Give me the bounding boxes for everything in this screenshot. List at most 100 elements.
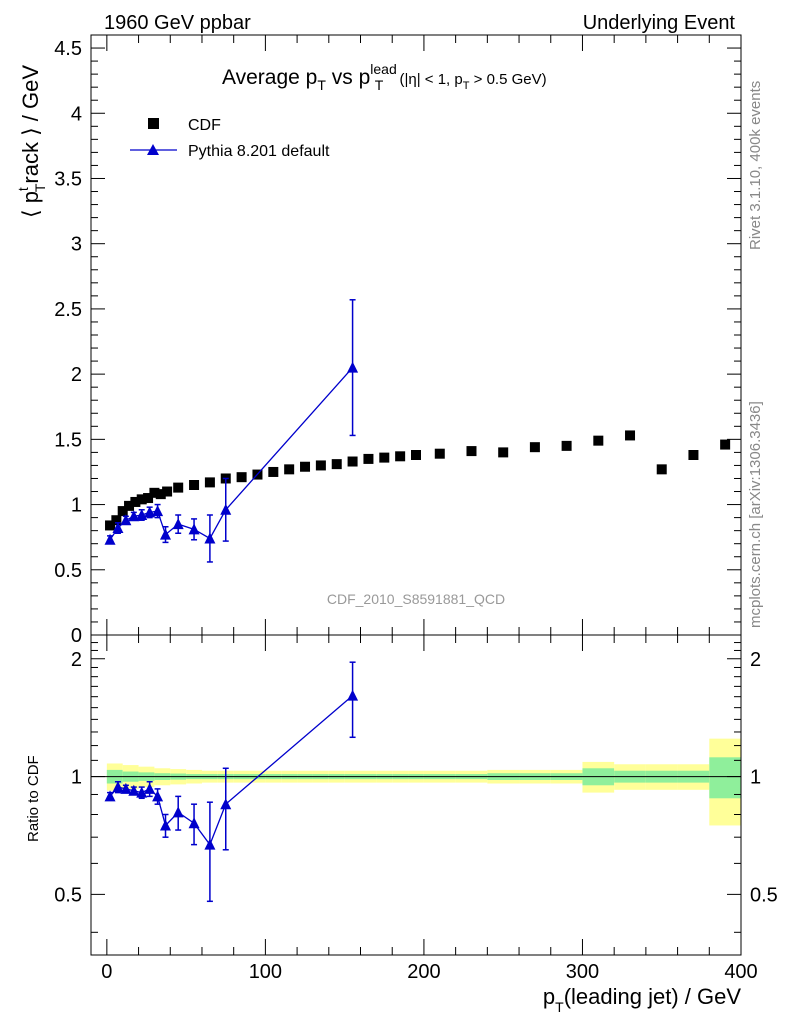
cdf-point (411, 450, 421, 460)
pythia-series (104, 299, 359, 563)
ratio-pythia-point (120, 782, 132, 794)
ylabel-a: ⟨ p (18, 191, 43, 218)
pythia-point (204, 532, 216, 544)
cdf-point (268, 466, 279, 477)
main-ytick-label: 2.5 (54, 299, 82, 321)
legend-cdf-label: CDF (188, 117, 221, 134)
cdf-point (625, 430, 636, 441)
cdf-point (204, 477, 215, 488)
legend-cdf-marker (148, 118, 159, 129)
xlabel-a: p (543, 984, 555, 1009)
title-sup: lead (370, 61, 396, 77)
ratio-pythia-point (204, 838, 216, 850)
pythia-point (160, 528, 172, 540)
ratio-ylabel: Ratio to CDF (25, 755, 42, 842)
ratio-pythia-point (144, 782, 156, 794)
cdf-point (379, 452, 390, 463)
main-panel: 00.511.522.533.544.5 Average pT vs plead… (15, 34, 742, 647)
ratio-ytick-label-left: 1 (71, 767, 82, 789)
cdf-point (688, 450, 699, 460)
cdf-point (136, 494, 147, 505)
pythia-point (220, 503, 232, 515)
pythia-point (112, 522, 124, 534)
main-ytick-label: 4.5 (54, 38, 82, 60)
cdf-point (143, 493, 154, 504)
cdf-point (130, 496, 141, 507)
main-ytick-label: 1 (71, 495, 82, 517)
pythia-point (144, 506, 156, 518)
cdf-point (315, 460, 326, 471)
pythia-point (188, 523, 200, 535)
ratio-pythia-point (152, 790, 164, 802)
cdf-point (105, 520, 116, 531)
main-ytick-label: 2 (71, 364, 82, 386)
cdf-point (434, 448, 445, 459)
cdf-point (395, 451, 406, 462)
main-ytick-label: 3 (71, 234, 82, 256)
ratio-ytick-label-left: 0.5 (54, 884, 82, 906)
ratio-ytick-label-left: 2 (71, 649, 82, 671)
cdf-point (466, 446, 477, 457)
title-vs: vs p (326, 66, 370, 89)
pythia-point (104, 533, 116, 545)
analysis-label: CDF_2010_S8591881_QCD (327, 591, 505, 607)
pythia-point (152, 505, 164, 517)
cdf-point (149, 487, 160, 498)
ratio-pythia-point (188, 817, 200, 829)
main-ytick-label: 3.5 (54, 168, 82, 190)
ratio-ytick-label-right: 2 (750, 649, 761, 671)
pythia-point (128, 510, 140, 522)
ratio-xtick-label: 300 (566, 961, 599, 983)
legend-pythia-label: Pythia 8.201 default (188, 143, 330, 160)
cdf-point (162, 486, 173, 497)
main-ytick-label: 0.5 (54, 560, 82, 582)
header-right: Underlying Event (583, 12, 736, 34)
ratio-xtick-label: 0 (101, 961, 112, 983)
ylabel-b: rack ⟩ / GeV (18, 65, 43, 184)
cdf-point (720, 439, 731, 450)
ratio-ytick-label-right: 0.5 (750, 884, 778, 906)
cdf-point (593, 435, 604, 446)
ratio-pythia-point (128, 784, 140, 796)
ratio-xlabel: pT(leading jet) / GeV (543, 984, 741, 1015)
header-left: 1960 GeV ppbar (104, 12, 251, 34)
title-sub2: T (375, 77, 384, 93)
main-tick-labels: 0 0.5 1 1.5 2 2.5 3 3.5 4 4.5 (54, 38, 82, 647)
ratio-pythia-point (136, 786, 148, 798)
xlabel-sub: T (555, 999, 564, 1015)
ratio-xtick-label: 400 (724, 961, 757, 983)
ratio-panel: 0.5 0.5 1 1 2 2 0 100 200 300 400 Ratio to CDF pT(… (25, 634, 778, 1015)
ratio-pythia-point (347, 689, 359, 701)
ratio-pythia-point (112, 781, 124, 793)
cdf-point (124, 500, 135, 511)
ratio-pythia-point (220, 798, 232, 810)
ratio-ytick-label-right: 1 (750, 767, 761, 789)
cdf-point (189, 480, 200, 490)
pythia-point (172, 518, 184, 530)
ratio-pythia-point (172, 806, 184, 818)
title-sub1: T (317, 77, 326, 93)
cdf-point (529, 442, 540, 453)
cdf-point (347, 456, 358, 467)
ratio-pythia-series (104, 661, 359, 903)
cdf-point (284, 464, 295, 475)
cdf-point (117, 506, 128, 517)
title-cuts-a: (|η| < 1, p (395, 71, 462, 88)
title-cuts-b: > 0.5 GeV) (469, 71, 546, 88)
cdf-point (300, 461, 311, 472)
ratio-xtick-label: 200 (407, 961, 440, 983)
ylabel-sub: T (32, 183, 48, 192)
ratio-tick-labels: 0.5 0.5 1 1 2 2 0 100 200 300 400 (54, 649, 778, 983)
ratio-xtick-label: 100 (249, 961, 282, 983)
ratio-bands (106, 738, 741, 826)
ratio-pythia-point (104, 790, 116, 802)
cdf-point (155, 489, 166, 500)
pythia-point (120, 514, 132, 526)
cdf-point (363, 453, 374, 464)
cdf-point (173, 482, 184, 493)
cdf-point (498, 447, 509, 458)
ratio-ticks (91, 635, 742, 955)
ylabel-sup: t (15, 187, 31, 191)
ratio-pythia-point (160, 819, 172, 831)
